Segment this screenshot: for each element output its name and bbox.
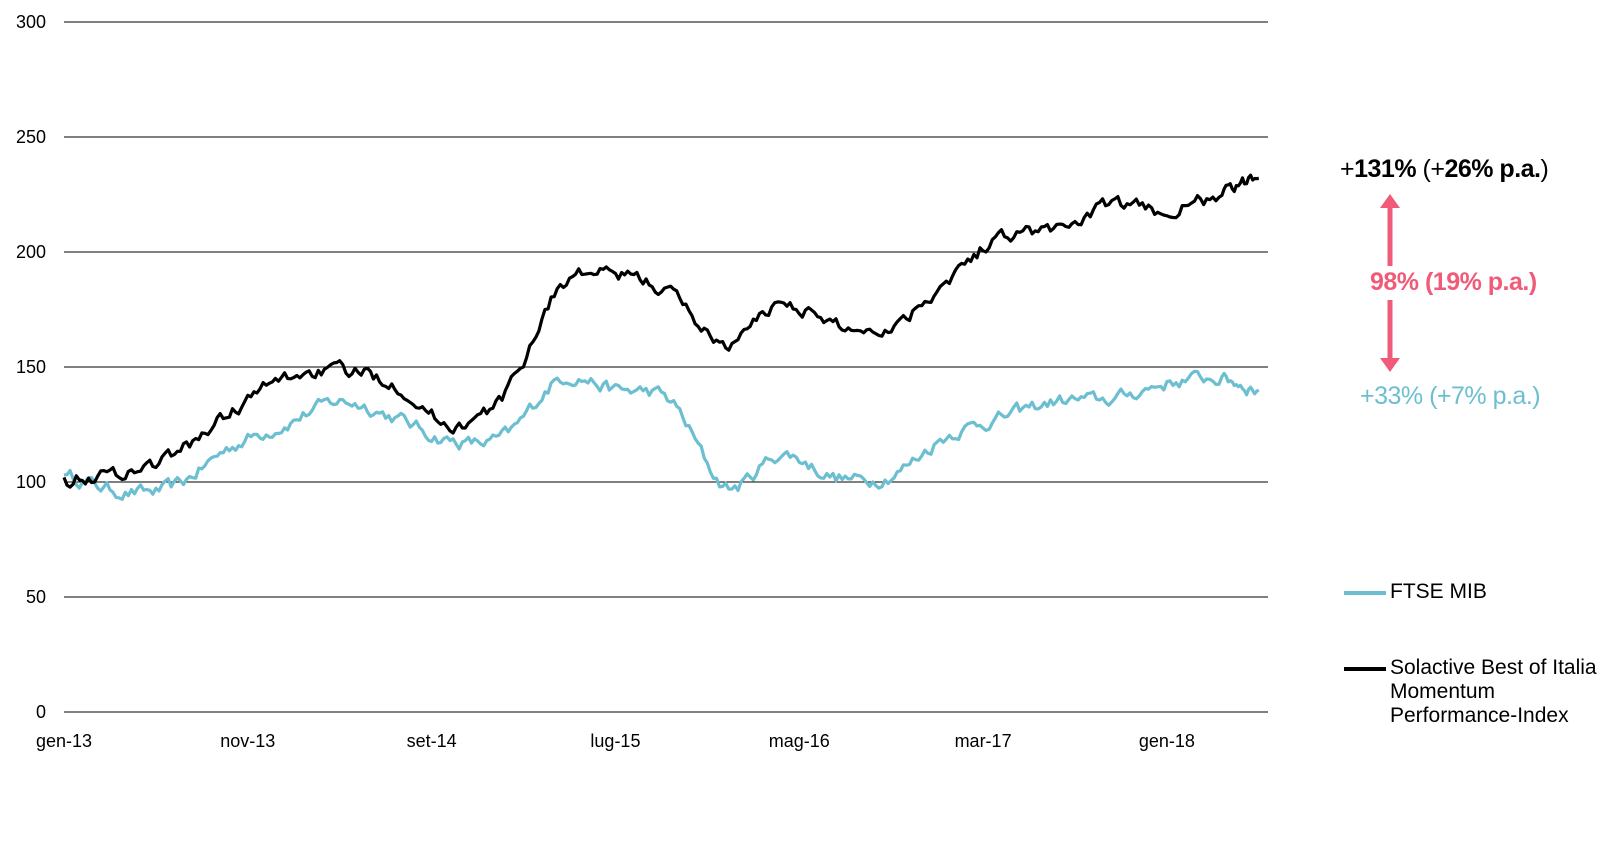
x-tick-label: lug-15 [590,731,640,751]
x-tick-label: mar-17 [955,731,1012,751]
y-tick-label: 0 [36,702,46,722]
legend-label-ftse: FTSE MIB [1390,580,1487,603]
legend-swatch-ftse [1344,591,1386,595]
x-axis-ticks: gen-13 nov-13 set-14 lug-15 mag-16 mar-17 gen-… [36,731,1195,751]
x-tick-label: set-14 [407,731,457,751]
series-line-solactive [62,173,1259,489]
series-line-ftse-mib [63,369,1260,501]
y-tick-label: 50 [26,587,46,607]
difference-arrow [1380,194,1400,372]
annotation-ftse-return: +33% (+7% p.a.) [1360,382,1541,410]
y-tick-label: 250 [16,127,46,147]
x-tick-label: gen-18 [1139,731,1195,751]
y-tick-label: 150 [16,357,46,377]
x-tick-label: mag-16 [769,731,830,751]
x-tick-label: gen-13 [36,731,92,751]
legend-item-ftse-mib: FTSE MIB [1344,580,1487,604]
annotation-solactive-return: +131% (+26% p.a.) [1340,155,1549,183]
x-tick-label: nov-13 [220,731,275,751]
legend-swatch-solactive [1344,667,1386,671]
y-tick-label: 300 [16,12,46,32]
legend-item-solactive: Solactive Best of Italia Momentum Perfor… [1344,656,1605,728]
y-axis-ticks: 0 50 100 150 200 250 300 [16,12,46,722]
annotation-difference: 98% (19% p.a.) [1370,268,1537,296]
series-lines [62,173,1260,501]
y-tick-label: 100 [16,472,46,492]
gridlines [64,21,1268,713]
arrow-head-down [1380,358,1400,372]
legend-label-solactive: Solactive Best of Italia Momentum Perfor… [1390,656,1597,727]
y-tick-label: 200 [16,242,46,262]
arrow-head-up [1380,194,1400,208]
